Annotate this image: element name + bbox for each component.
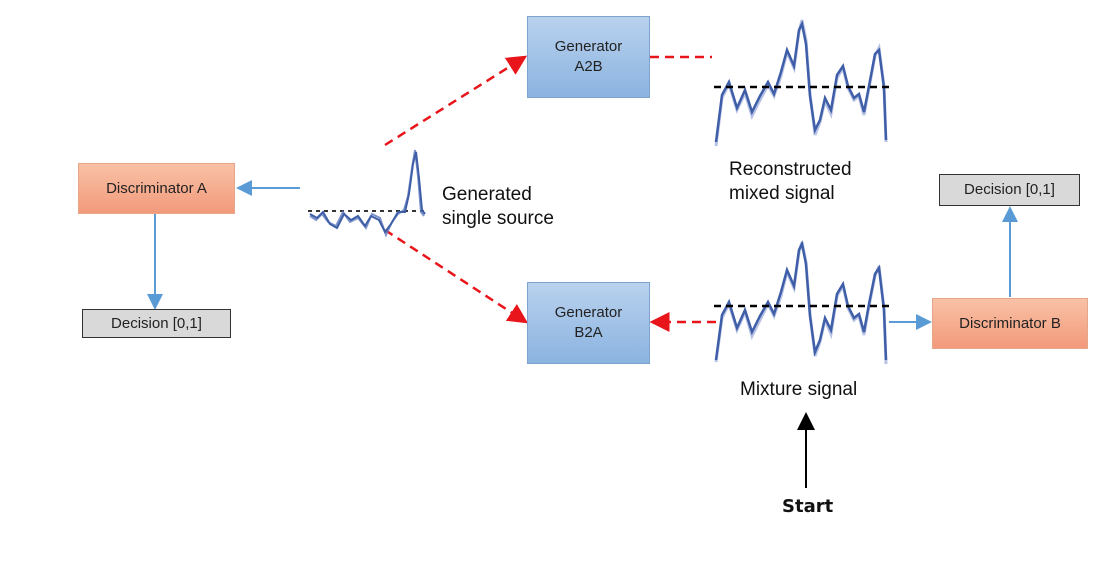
generated-source-waveform — [308, 149, 426, 238]
discriminator-a-box: Discriminator A — [78, 163, 235, 214]
generator-a2b-box: Generator A2B — [527, 16, 650, 98]
arrow-source-to-a2b — [384, 55, 528, 147]
decision-a-box: Decision [0,1] — [82, 309, 231, 338]
discriminator-a-label: Discriminator A — [106, 179, 207, 197]
decision-b-box: Decision [0,1] — [939, 174, 1080, 206]
generator-b2a-box: Generator B2A — [527, 282, 650, 364]
mixture-waveform — [714, 240, 890, 365]
decision-a-label: Decision [0,1] — [111, 314, 202, 332]
generated-single-source-label: Generated single source — [442, 184, 554, 229]
discriminator-b-box: Discriminator B — [932, 298, 1088, 349]
arrow-source-to-b2a — [384, 228, 529, 324]
generator-b2a-label: Generator B2A — [554, 304, 623, 341]
reconstructed-waveform — [714, 19, 890, 147]
start-label: Start — [782, 496, 834, 517]
decision-b-label: Decision [0,1] — [964, 181, 1055, 198]
discriminator-b-label: Discriminator B — [959, 314, 1061, 332]
reconstructed-mixed-signal-label: Reconstructed mixed signal — [729, 159, 852, 204]
generator-a2b-label: Generator A2B — [554, 38, 623, 75]
mixture-signal-label: Mixture signal — [740, 379, 858, 400]
